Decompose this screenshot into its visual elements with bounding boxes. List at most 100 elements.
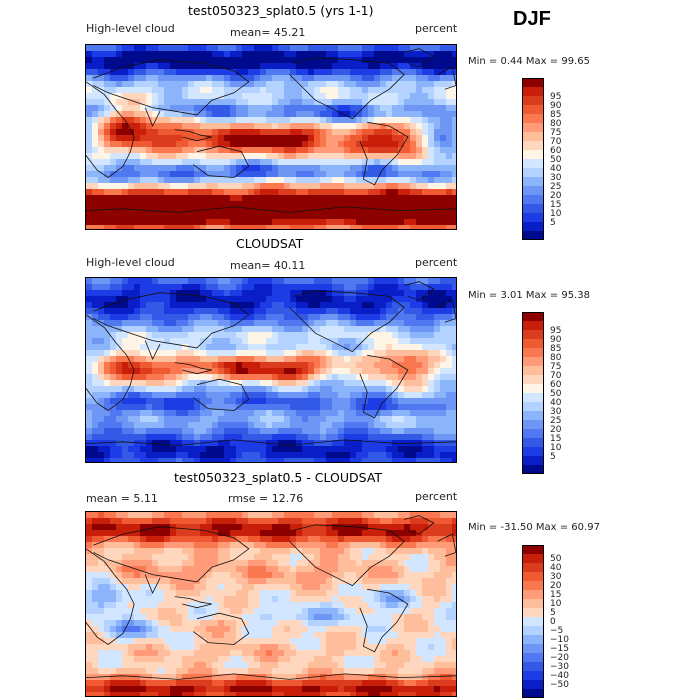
field-cell <box>146 566 153 573</box>
field-cell <box>446 404 453 411</box>
field-cell <box>380 446 387 453</box>
field-cell <box>218 524 225 531</box>
field-cell <box>182 374 189 381</box>
field-cell <box>188 225 195 229</box>
field-cell <box>92 560 99 567</box>
field-cell <box>116 69 123 76</box>
field-cell <box>356 380 363 387</box>
field-cell <box>176 374 183 381</box>
field-cell <box>206 596 213 603</box>
field-cell <box>272 452 279 459</box>
field-cell <box>344 452 351 459</box>
field-cell <box>302 428 309 435</box>
field-cell <box>182 572 189 579</box>
field-cell <box>428 584 435 591</box>
field-cell <box>338 524 345 531</box>
field-cell <box>272 608 279 615</box>
field-cell <box>314 63 321 70</box>
field-cell <box>428 207 435 214</box>
field-cell <box>314 332 321 339</box>
field-cell <box>242 177 249 184</box>
field-cell <box>344 219 351 226</box>
field-cell <box>140 524 147 531</box>
field-cell <box>356 284 363 291</box>
field-cell <box>86 332 93 339</box>
field-cell <box>224 129 231 136</box>
field-cell <box>296 123 303 130</box>
field-cell <box>230 518 237 525</box>
field-cell <box>332 302 339 309</box>
field-cell <box>224 584 231 591</box>
field-cell <box>404 344 411 351</box>
field-cell <box>404 290 411 297</box>
field-cell <box>230 290 237 297</box>
field-cell <box>350 45 357 52</box>
field-cell <box>404 165 411 172</box>
field-cell <box>314 75 321 82</box>
field-cell <box>386 446 393 453</box>
field-cell <box>134 45 141 52</box>
field-cell <box>422 117 429 124</box>
field-cell <box>434 207 441 214</box>
field-cell <box>140 290 147 297</box>
field-cell <box>296 153 303 160</box>
field-cell <box>194 87 201 94</box>
field-cell <box>242 452 249 459</box>
field-cell <box>188 374 195 381</box>
field-cell <box>422 69 429 76</box>
field-cell <box>416 578 423 585</box>
field-cell <box>194 159 201 166</box>
field-cell <box>116 362 123 369</box>
field-cell <box>110 416 117 423</box>
field-cell <box>158 51 165 58</box>
field-cell <box>224 326 231 333</box>
field-cell <box>224 374 231 381</box>
field-cell <box>332 177 339 184</box>
field-cell <box>110 572 117 579</box>
field-cell <box>296 63 303 70</box>
field-cell <box>302 123 309 130</box>
field-cell <box>200 213 207 220</box>
field-cell <box>86 117 93 124</box>
field-cell <box>284 530 291 537</box>
field-cell <box>92 512 99 519</box>
field-cell <box>446 536 453 543</box>
field-cell <box>326 398 333 405</box>
field-cell <box>206 356 213 363</box>
field-cell <box>194 105 201 112</box>
field-cell <box>92 548 99 555</box>
coastline <box>144 107 161 127</box>
field-cell <box>116 219 123 226</box>
field-cell <box>260 314 267 321</box>
field-cell <box>452 458 456 462</box>
field-cell <box>128 117 135 124</box>
field-cell <box>116 548 123 555</box>
field-cell <box>404 338 411 345</box>
field-cell <box>182 320 189 327</box>
field-cell <box>320 135 327 142</box>
field-cell <box>374 290 381 297</box>
field-cell <box>284 284 291 291</box>
field-cell <box>266 452 273 459</box>
field-cell <box>290 518 297 525</box>
field-cell <box>308 57 315 64</box>
field-cell <box>434 105 441 112</box>
field-cell <box>200 51 207 58</box>
field-cell <box>314 374 321 381</box>
field-cell <box>170 141 177 148</box>
field-cell <box>176 201 183 208</box>
field-cell <box>392 572 399 579</box>
field-cell <box>362 207 369 214</box>
field-cell <box>116 177 123 184</box>
field-cell <box>134 320 141 327</box>
field-cell <box>368 320 375 327</box>
field-cell <box>446 141 453 148</box>
field-cell <box>410 284 417 291</box>
field-cell <box>254 153 261 160</box>
field-cell <box>254 458 261 462</box>
field-cell <box>326 111 333 118</box>
field-cell <box>434 87 441 94</box>
field-cell <box>104 213 111 220</box>
field-cell <box>92 99 99 106</box>
field-cell <box>290 135 297 142</box>
